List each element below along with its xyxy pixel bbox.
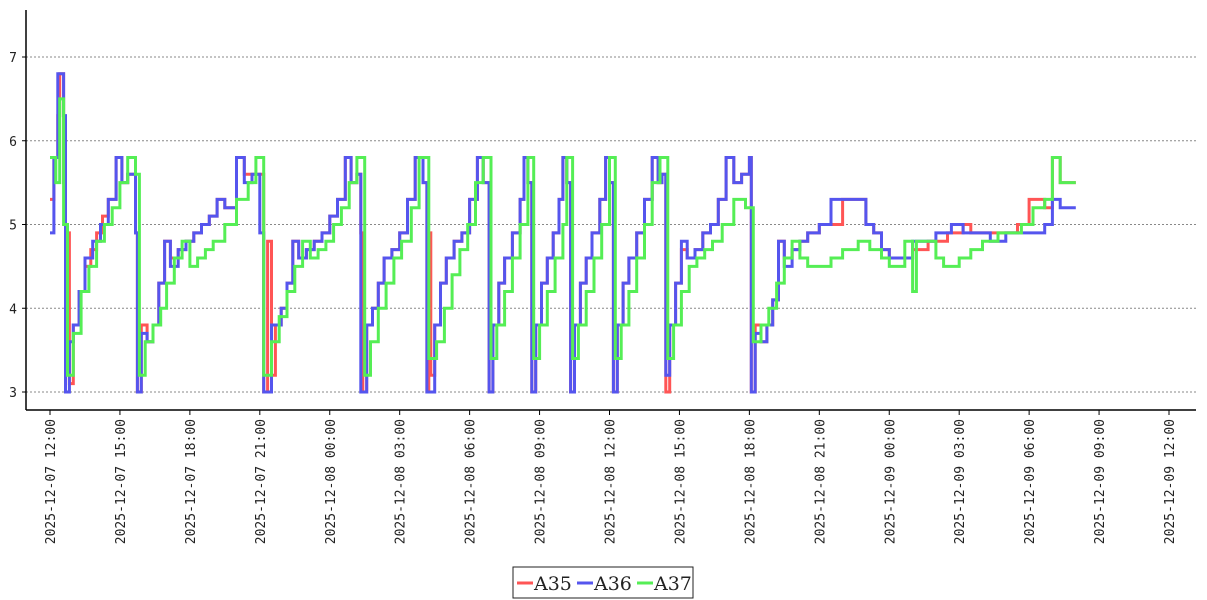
x-tick-label: 2025-12-08 06:00 <box>464 419 479 544</box>
x-tick-label: 2025-12-09 12:00 <box>1163 419 1178 544</box>
x-tick-label: 2025-12-08 09:00 <box>534 419 549 544</box>
series-line-a37 <box>50 97 1076 377</box>
x-tick-labels: 2025-12-07 12:00 2025-12-07 15:00 2025-12-… <box>44 410 1178 544</box>
legend-box <box>512 566 694 599</box>
x-tick-label: 2025-12-08 12:00 <box>604 419 619 544</box>
x-tick-label: 2025-12-08 18:00 <box>743 419 758 544</box>
x-tick-label: 2025-12-07 18:00 <box>184 419 199 544</box>
series-lines <box>50 72 1076 394</box>
x-tick-label: 2025-12-09 09:00 <box>1093 419 1108 544</box>
y-tick-label: 4 <box>9 302 17 317</box>
y-tick-label: 5 <box>9 219 17 234</box>
x-tick-label: 2025-12-08 15:00 <box>673 419 688 544</box>
x-tick-label: 2025-12-07 15:00 <box>114 419 129 544</box>
legend-label-a36: A36 <box>593 573 632 595</box>
y-tick-label: 7 <box>9 51 17 66</box>
legend-label-a35: A35 <box>533 573 572 595</box>
y-tick-label: 3 <box>9 386 17 401</box>
x-tick-label: 2025-12-09 00:00 <box>883 419 898 544</box>
x-tick-label: 2025-12-08 00:00 <box>324 419 339 544</box>
y-tick-label: 6 <box>9 135 17 150</box>
x-tick-label: 2025-12-08 03:00 <box>394 419 409 544</box>
axes <box>25 10 1196 411</box>
x-tick-label: 2025-12-09 06:00 <box>1023 419 1038 544</box>
x-tick-label: 2025-12-07 12:00 <box>44 419 59 544</box>
x-tick-label: 2025-12-09 03:00 <box>953 419 968 544</box>
legend-label-a37: A37 <box>653 573 692 595</box>
x-tick-label: 2025-12-07 21:00 <box>254 419 269 544</box>
y-tick-labels: 3 4 5 6 7 <box>9 51 26 401</box>
legend: A35 A36 A37 <box>512 566 694 599</box>
x-tick-label: 2025-12-08 21:00 <box>813 419 828 544</box>
